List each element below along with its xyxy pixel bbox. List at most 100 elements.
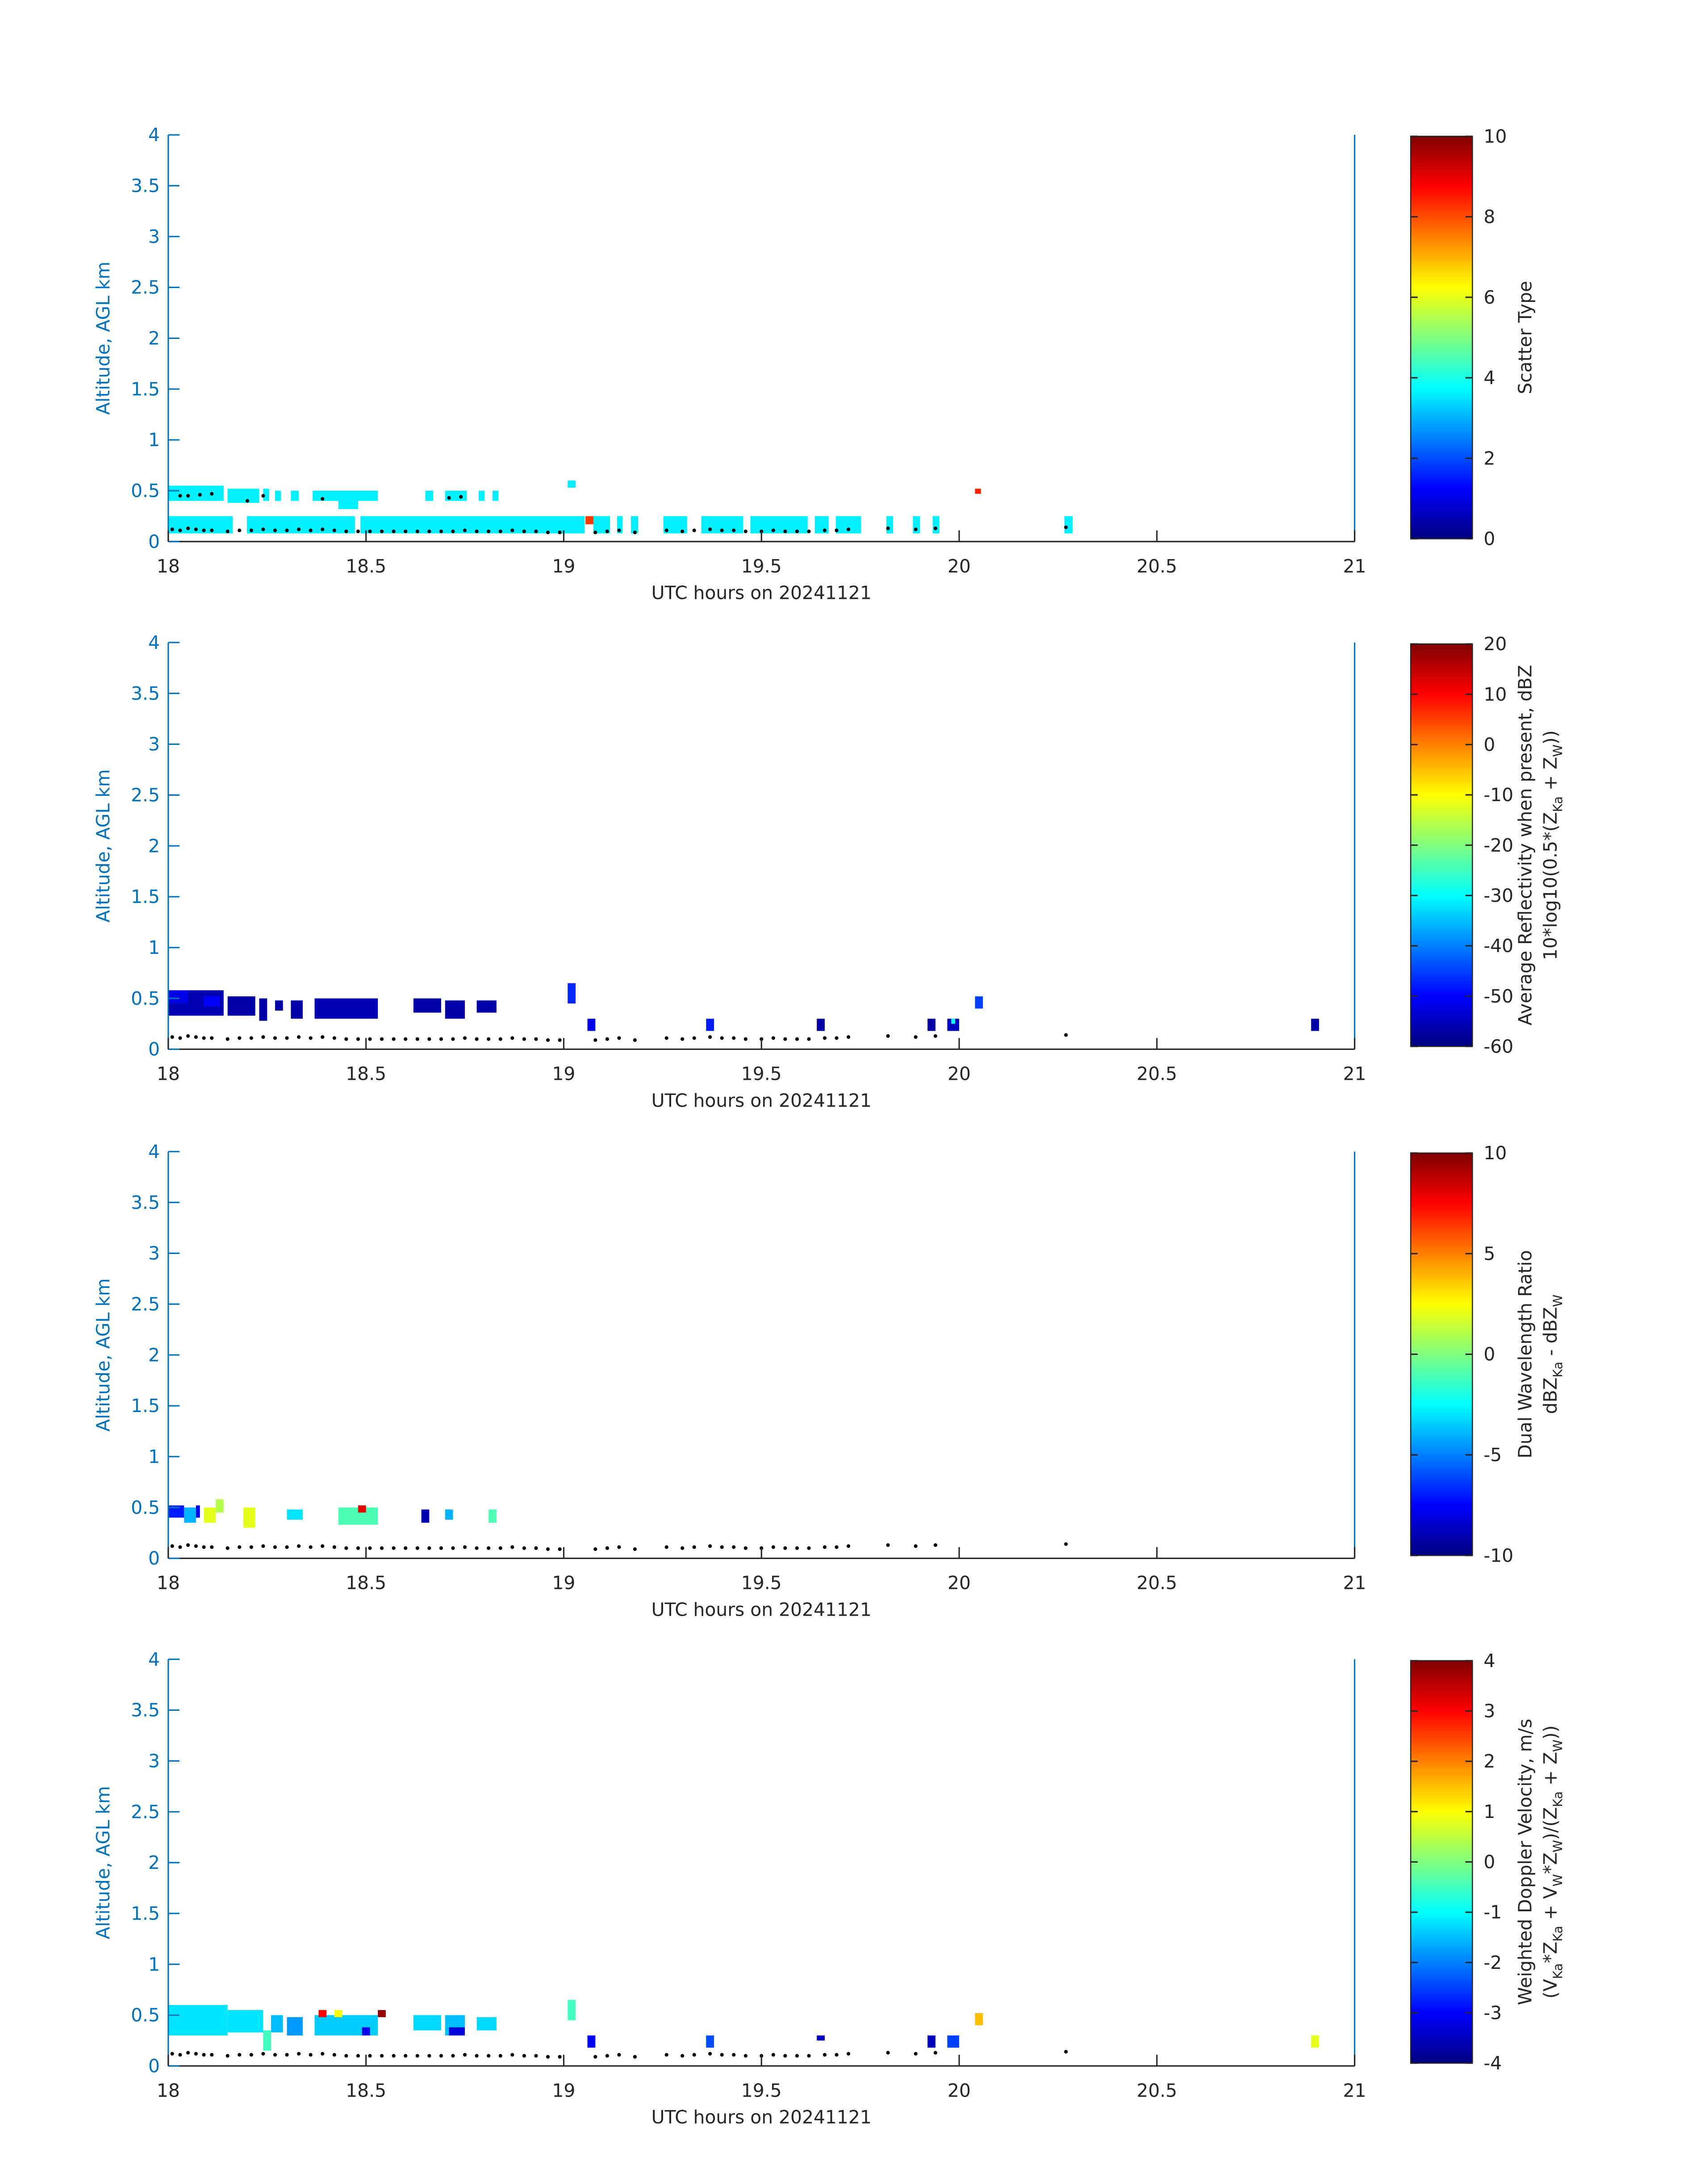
point — [633, 1547, 637, 1551]
cell — [814, 516, 829, 534]
point — [463, 1036, 467, 1040]
point — [823, 2053, 827, 2057]
point — [846, 2052, 851, 2056]
cell — [750, 516, 808, 534]
point — [617, 1036, 621, 1040]
point — [886, 1034, 890, 1038]
colorbar-tick-label: 5 — [1484, 1243, 1495, 1264]
cell — [489, 1509, 497, 1523]
y-tick-label: 0 — [148, 1039, 160, 1060]
point — [522, 1546, 526, 1550]
cell — [263, 489, 269, 501]
x-tick-label: 19.5 — [741, 1572, 782, 1594]
cell — [287, 1509, 303, 1520]
point — [415, 1546, 419, 1550]
point — [245, 499, 250, 503]
point — [933, 2051, 937, 2055]
point — [732, 1036, 736, 1040]
point — [681, 1037, 685, 1041]
x-tick-label: 21 — [1343, 2080, 1366, 2101]
cell — [425, 490, 434, 501]
y-tick-label: 3 — [148, 734, 160, 755]
point — [605, 529, 609, 534]
point — [783, 1546, 787, 1550]
cell — [362, 2027, 370, 2036]
point — [886, 2051, 890, 2055]
point — [380, 529, 384, 534]
point — [285, 1036, 289, 1040]
point — [605, 1546, 609, 1550]
point — [404, 2054, 408, 2058]
point — [238, 2053, 242, 2057]
label-text: )) — [1540, 730, 1561, 744]
y-tick-label: 1 — [148, 1446, 160, 1467]
point — [475, 1037, 479, 1041]
point — [261, 494, 265, 498]
cell — [568, 983, 576, 1004]
point — [807, 1546, 811, 1550]
point — [914, 527, 918, 531]
cell — [227, 996, 255, 1016]
point — [238, 1036, 242, 1040]
point — [356, 529, 360, 534]
point — [332, 528, 336, 532]
label-text: Average Reflectivity when present, dBZ — [1514, 665, 1536, 1026]
point — [795, 2054, 799, 2058]
x-tick-label: 20.5 — [1136, 1572, 1177, 1594]
colorbar-tick-label: -10 — [1484, 784, 1514, 806]
point — [487, 1037, 491, 1041]
point — [823, 1036, 827, 1040]
point — [226, 1546, 230, 1550]
cell — [493, 490, 499, 501]
point — [633, 531, 637, 535]
point — [463, 528, 467, 532]
point — [321, 497, 325, 501]
point — [807, 529, 811, 534]
colorbar-label: Average Reflectivity when present, dBZ — [1514, 665, 1536, 1026]
point — [447, 496, 451, 500]
x-tick-label: 19 — [552, 1572, 575, 1594]
point — [392, 1037, 396, 1041]
point — [321, 1544, 325, 1548]
colorbar-tick-label: 0 — [1484, 1344, 1495, 1365]
point — [332, 2053, 336, 2057]
x-axis-label: UTC hours on 20241121 — [651, 582, 872, 604]
point — [558, 1038, 562, 1042]
point — [743, 1546, 748, 1550]
colorbar-tick-label: 3 — [1484, 1701, 1495, 1722]
cell — [275, 1000, 283, 1011]
colorbar — [1410, 643, 1473, 1047]
y-tick-label: 1.5 — [131, 1903, 160, 1924]
point — [823, 1545, 827, 1549]
point — [914, 2052, 918, 2056]
y-axis-label: Altitude, AGL km — [92, 1786, 114, 1939]
cell — [568, 2000, 576, 2020]
point — [392, 2054, 396, 2058]
x-tick-label: 20 — [948, 2080, 971, 2101]
cell — [951, 1019, 956, 1024]
label-text: )/(Z — [1540, 1807, 1561, 1840]
point — [558, 1547, 562, 1551]
point — [392, 529, 396, 534]
point — [404, 529, 408, 534]
cell — [927, 2035, 935, 2048]
cell — [568, 481, 576, 488]
y-tick-label: 3.5 — [131, 1700, 160, 1721]
point — [226, 2054, 230, 2058]
x-tick-label: 20 — [948, 1572, 971, 1594]
colorbar-tick-label: 2 — [1484, 447, 1495, 469]
point — [170, 1035, 174, 1039]
point — [297, 2052, 301, 2056]
point — [593, 2055, 597, 2059]
label-subscript: Ka — [1550, 1926, 1565, 1942]
point — [261, 1544, 265, 1548]
point — [202, 1036, 206, 1040]
point — [498, 1546, 502, 1550]
colorbar-label: dBZKa​ - dBZW​ — [1540, 1295, 1566, 1414]
point — [368, 1037, 372, 1041]
colorbar — [1410, 1152, 1473, 1556]
point — [846, 1544, 851, 1548]
point — [427, 529, 431, 534]
cell — [227, 489, 259, 503]
x-tick-label: 19.5 — [741, 1063, 782, 1085]
